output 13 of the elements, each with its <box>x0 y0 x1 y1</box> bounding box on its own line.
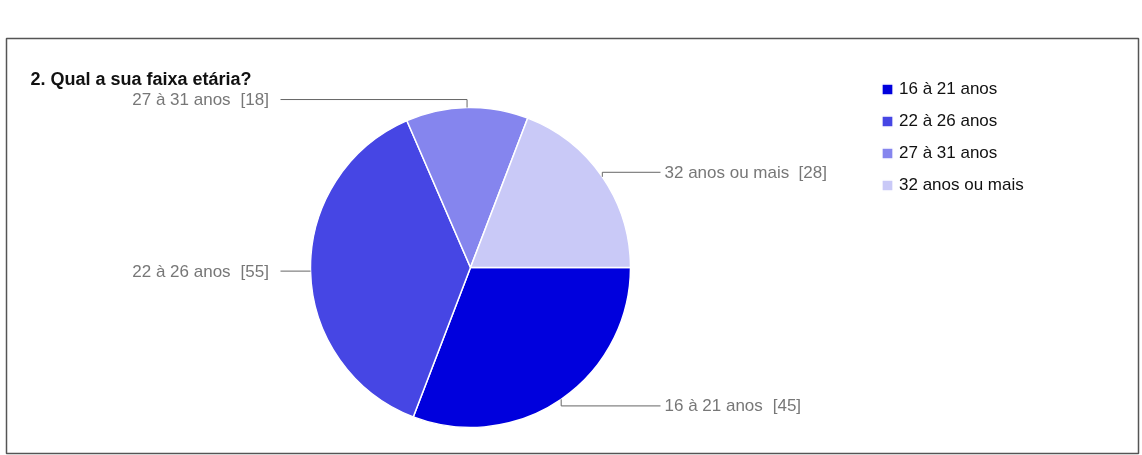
legend-label: 27 à 31 anos <box>899 143 998 163</box>
slice-label: 27 à 31 anos <box>132 90 231 110</box>
slice-label: 32 anos ou mais <box>664 162 790 182</box>
slice-label: 16 à 21 anos <box>664 396 763 416</box>
data-label: [18] <box>240 90 269 110</box>
chart-title: 2. Qual a sua faixa etária? <box>30 68 252 89</box>
legend-label: 16 à 21 anos <box>899 79 998 99</box>
data-label: [55] <box>240 261 269 281</box>
data-label: [28] <box>798 162 827 182</box>
legend-label: 32 anos ou mais <box>899 175 1024 195</box>
data-label: [45] <box>772 396 802 416</box>
legend-label: 22 à 26 anos <box>899 111 998 131</box>
slice-label: 22 à 26 anos <box>132 261 231 281</box>
